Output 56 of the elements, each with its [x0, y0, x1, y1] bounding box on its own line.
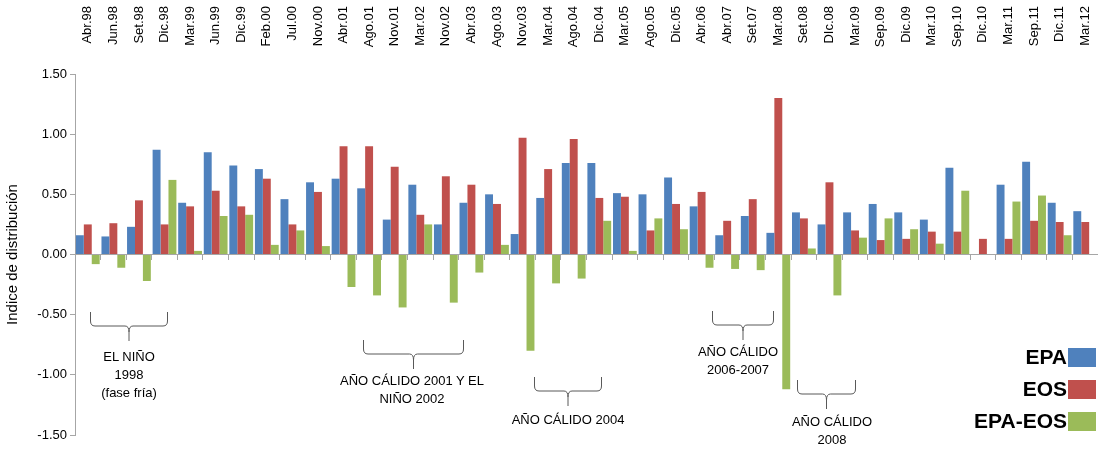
- x-tick-label: Ago.01: [360, 6, 376, 48]
- y-tick-label: -0.50: [37, 306, 67, 322]
- x-tick-label: Mar.05: [616, 6, 632, 46]
- x-tick-label: Dic.98: [156, 6, 172, 43]
- x-tick-label: Abr.01: [335, 6, 351, 44]
- y-tick-label: 0.00: [41, 246, 67, 262]
- x-tick-label: Mar.04: [539, 6, 555, 46]
- x-tick-label: Jun.99: [207, 6, 223, 46]
- x-tick-label: Mar.11: [1000, 6, 1016, 45]
- y-tick-label: 1.00: [41, 125, 67, 141]
- x-tick-label: Dic.10: [974, 6, 990, 43]
- x-tick-label: Dic.09: [897, 6, 913, 43]
- x-tick-label: Jul.00: [283, 6, 299, 41]
- x-tick-label: Ago.04: [565, 6, 581, 48]
- legend-label: EPA: [1025, 345, 1067, 369]
- x-tick-label: Nov.00: [309, 6, 325, 47]
- annotation: EL NIÑO 1998 (fase fría): [101, 348, 157, 402]
- legend-label: EPA-EOS: [974, 409, 1067, 433]
- x-tick-label: Abr.03: [462, 6, 478, 44]
- x-tick-label: Mar.09: [846, 6, 862, 46]
- x-tick-label: Ago.05: [642, 6, 658, 48]
- x-tick-label: Mar.08: [769, 6, 785, 46]
- y-tick-label: -1.00: [37, 366, 67, 382]
- x-tick-label: Nov.01: [386, 6, 402, 47]
- x-tick-label: Set.98: [130, 6, 146, 44]
- x-tick-label: Abr.98: [79, 6, 95, 44]
- x-tick-label: Sep.11: [1025, 6, 1041, 47]
- y-tick-label: -1.50: [37, 426, 67, 442]
- annotation: AÑO CÁLIDO 2004: [511, 411, 625, 429]
- x-tick-label: Dic.05: [667, 6, 683, 43]
- x-tick-label: Nov.02: [437, 6, 453, 47]
- x-tick-label: Nov.03: [514, 6, 530, 47]
- x-tick-label: Dic.11: [1051, 6, 1067, 42]
- x-tick-label: Mar.10: [923, 6, 939, 46]
- x-tick-label: Sep.09: [872, 6, 888, 48]
- x-tick-label: Ago.03: [488, 6, 504, 48]
- x-tick-label: Set.08: [795, 6, 811, 44]
- x-tick-label: Dic.99: [232, 6, 248, 43]
- x-tick-label: Mar.12: [1076, 6, 1092, 46]
- y-tick-label: 1.50: [41, 65, 67, 81]
- x-tick-label: Sep.10: [948, 6, 964, 48]
- annotation: AÑO CÁLIDO 2008: [791, 413, 873, 449]
- x-tick-label: Feb.00: [258, 6, 274, 47]
- x-tick-label: Mar.02: [411, 6, 427, 46]
- y-axis-title: Indice de distribución: [3, 184, 21, 325]
- annotation: AÑO CÁLIDO 2006-2007: [697, 343, 779, 379]
- x-tick-label: Set.07: [744, 6, 760, 44]
- x-tick-label: Abr.06: [693, 6, 709, 44]
- x-tick-label: Dic.04: [590, 6, 606, 43]
- x-tick-label: Abr.07: [718, 6, 734, 44]
- y-tick-label: 0.50: [41, 185, 67, 201]
- x-tick-label: DIc.08: [821, 6, 837, 44]
- legend-label: EOS: [1022, 377, 1067, 401]
- x-tick-label: Jun.98: [104, 6, 120, 46]
- x-tick-label: Mar.99: [181, 6, 197, 46]
- annotation: AÑO CÁLIDO 2001 Y EL NIÑO 2002: [339, 372, 485, 408]
